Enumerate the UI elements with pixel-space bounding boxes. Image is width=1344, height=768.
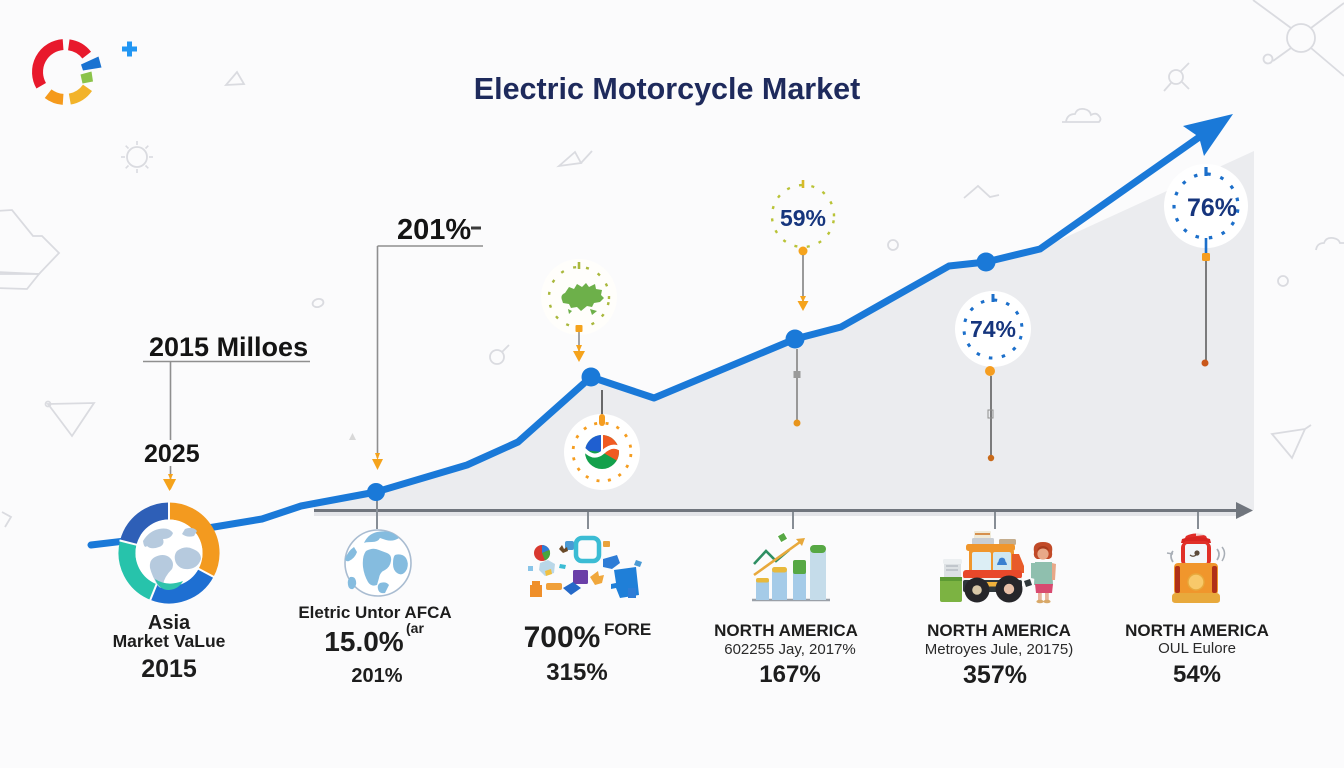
svg-text:357%: 357% bbox=[963, 661, 1027, 689]
svg-text:602255 Jay, 2017%: 602255 Jay, 2017% bbox=[724, 641, 856, 658]
svg-text:NORTH AMERICA: NORTH AMERICA bbox=[927, 621, 1071, 640]
svg-text:Electric Motorcycle Market: Electric Motorcycle Market bbox=[474, 72, 861, 106]
svg-text:NORTH AMERICA: NORTH AMERICA bbox=[1125, 621, 1269, 640]
svg-text:59%: 59% bbox=[780, 205, 826, 231]
svg-text:15.0%: 15.0% bbox=[324, 626, 403, 657]
svg-text:OUL Eulore: OUL Eulore bbox=[1158, 640, 1236, 657]
svg-text:201%: 201% bbox=[351, 665, 402, 687]
svg-text:Asia: Asia bbox=[148, 612, 191, 634]
svg-text:Market VaLue: Market VaLue bbox=[113, 631, 226, 651]
svg-text:NORTH AMERICA: NORTH AMERICA bbox=[714, 621, 858, 640]
svg-text:2025: 2025 bbox=[144, 440, 200, 468]
svg-text:Metroyes Jule, 20175): Metroyes Jule, 20175) bbox=[925, 641, 1073, 658]
svg-text:(ar: (ar bbox=[406, 620, 424, 636]
svg-text:FORE: FORE bbox=[604, 620, 651, 639]
svg-text:76%: 76% bbox=[1187, 194, 1237, 222]
svg-text:700%: 700% bbox=[524, 621, 601, 654]
svg-text:167%: 167% bbox=[759, 661, 820, 688]
svg-text:2015 Milloes: 2015 Milloes bbox=[149, 332, 308, 362]
svg-text:2015: 2015 bbox=[141, 655, 197, 683]
svg-text:Eletric Untor AFCA: Eletric Untor AFCA bbox=[298, 603, 451, 622]
svg-text:201%: 201% bbox=[397, 214, 471, 246]
svg-text:74%: 74% bbox=[970, 316, 1016, 342]
svg-text:315%: 315% bbox=[546, 659, 607, 686]
svg-text:54%: 54% bbox=[1173, 661, 1221, 688]
